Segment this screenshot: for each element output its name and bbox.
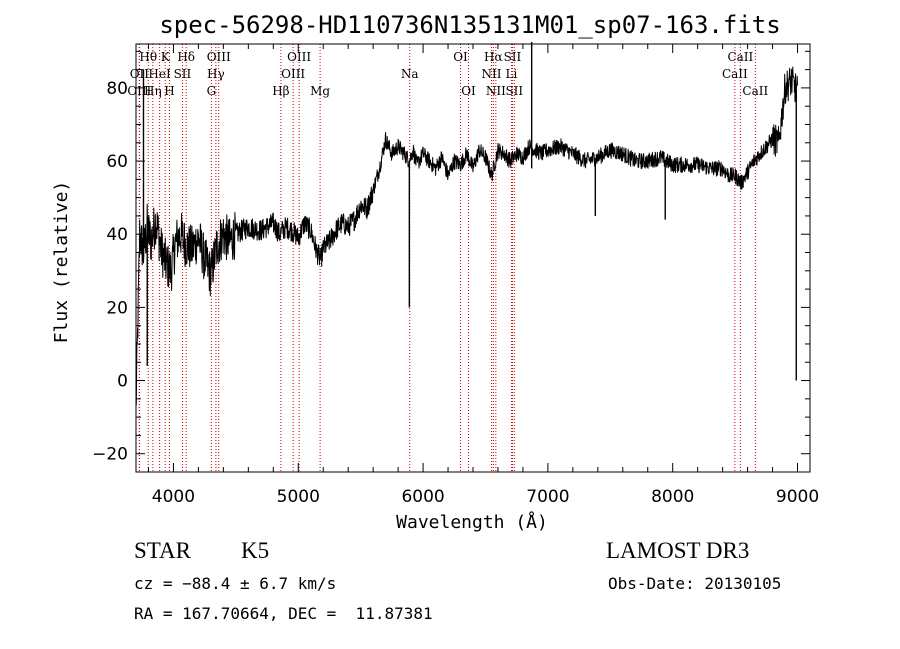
x-axis-ticks: 4000 5000 6000 7000 8000 9000 — [147, 44, 819, 507]
x-tick-label: 4000 — [152, 487, 195, 507]
emission-line-label: Hη — [144, 84, 162, 98]
plot-frame — [135, 43, 811, 473]
emission-line-label: Na — [401, 67, 419, 81]
emission-line-label: OII — [130, 67, 150, 81]
emission-line-label: Hγ — [207, 67, 225, 81]
y-axis-label: Flux (relative) — [51, 181, 72, 344]
object-subclass: K5 — [241, 538, 270, 563]
y-tick-label: 0 — [117, 372, 128, 392]
x-tick-label: 6000 — [401, 487, 444, 507]
emission-line-label: Hδ — [177, 50, 195, 64]
emission-line-label: OIII — [287, 50, 311, 64]
emission-line-label: Li — [506, 67, 518, 81]
emission-line-label: OI — [461, 84, 476, 98]
emission-line-label: SII — [505, 84, 523, 98]
emission-line-label: H — [164, 84, 174, 98]
emission-line-label: NII — [481, 67, 501, 81]
object-class: STAR — [134, 538, 191, 563]
y-tick-label: 60 — [106, 152, 128, 172]
emission-line-label: SII — [174, 67, 192, 81]
x-tick-label: 7000 — [526, 487, 569, 507]
x-tick-label: 5000 — [277, 487, 320, 507]
emission-line-label: OIII — [207, 50, 231, 64]
emission-line-label: HeI — [148, 67, 171, 81]
chart-title: spec-56298-HD110736N135131M01_sp07-163.f… — [159, 11, 780, 39]
y-tick-label: 80 — [106, 79, 128, 99]
x-tick-label: 9000 — [776, 487, 819, 507]
x-axis-label: Wavelength (Å) — [396, 511, 548, 533]
emission-line-label: Mg — [310, 84, 330, 98]
emission-line-label: OIII — [127, 84, 151, 98]
flux-line — [135, 66, 798, 405]
coordinates: RA = 167.70664, DEC = 11.87381 — [134, 604, 433, 623]
emission-line-label: Hβ — [272, 84, 289, 98]
redshift-velocity: cz = −88.4 ± 6.7 km/s — [134, 574, 337, 593]
y-tick-label: 40 — [106, 225, 128, 245]
emission-line-label: CaII — [727, 50, 753, 64]
y-axis-ticks: −20 0 20 40 60 80 — [92, 50, 810, 465]
emission-line-label: CaII — [722, 67, 748, 81]
emission-line-label: Hθ — [139, 50, 157, 64]
emission-line-markers — [138, 44, 756, 472]
emission-line-label: K — [161, 50, 171, 64]
emission-line-label: OI — [453, 50, 468, 64]
y-tick-label: 20 — [106, 298, 128, 318]
emission-line-label: NII — [486, 84, 506, 98]
emission-line-label: CaII — [742, 84, 768, 98]
y-tick-label: −20 — [92, 445, 128, 465]
x-tick-label: 8000 — [651, 487, 694, 507]
emission-line-label: OIII — [281, 67, 305, 81]
survey-name: LAMOST DR3 — [606, 538, 750, 563]
emission-line-label: Hα — [484, 50, 503, 64]
emission-line-label: G — [207, 84, 217, 98]
spectrum-series — [135, 42, 798, 405]
emission-line-label: SII — [504, 50, 522, 64]
observation-date: Obs-Date: 20130105 — [608, 574, 782, 593]
